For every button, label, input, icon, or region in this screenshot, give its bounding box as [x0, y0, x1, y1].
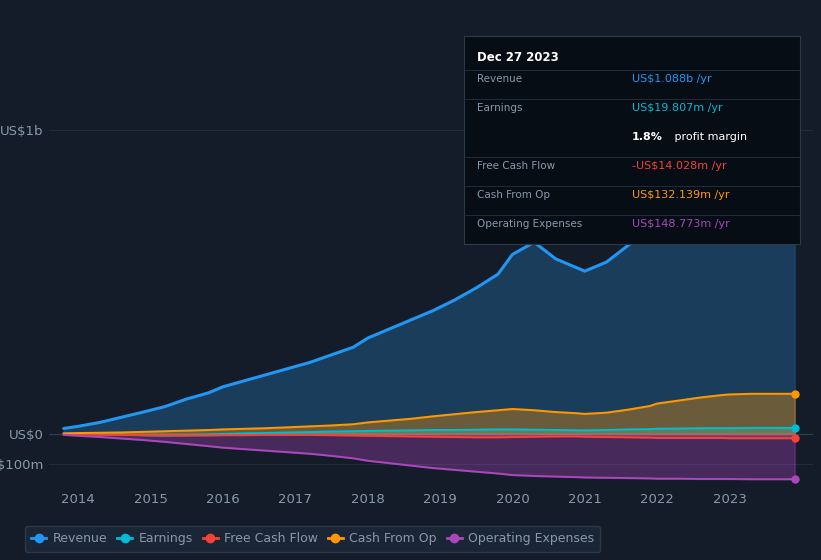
Point — [788, 475, 801, 484]
Point — [788, 99, 801, 108]
Text: Operating Expenses: Operating Expenses — [477, 219, 583, 228]
Text: -US$14.028m /yr: -US$14.028m /yr — [632, 161, 727, 171]
Text: Revenue: Revenue — [477, 74, 522, 83]
Text: Free Cash Flow: Free Cash Flow — [477, 161, 556, 171]
Legend: Revenue, Earnings, Free Cash Flow, Cash From Op, Operating Expenses: Revenue, Earnings, Free Cash Flow, Cash … — [25, 526, 600, 552]
Text: profit margin: profit margin — [671, 132, 747, 142]
Text: US$1.088b /yr: US$1.088b /yr — [632, 74, 712, 83]
Point — [788, 423, 801, 432]
Text: 1.8%: 1.8% — [632, 132, 663, 142]
Text: US$19.807m /yr: US$19.807m /yr — [632, 102, 722, 113]
Text: Earnings: Earnings — [477, 102, 523, 113]
Text: US$148.773m /yr: US$148.773m /yr — [632, 219, 730, 228]
Point — [788, 434, 801, 443]
Point — [788, 389, 801, 398]
Text: Cash From Op: Cash From Op — [477, 190, 550, 200]
Text: US$132.139m /yr: US$132.139m /yr — [632, 190, 730, 200]
Text: Dec 27 2023: Dec 27 2023 — [477, 51, 559, 64]
